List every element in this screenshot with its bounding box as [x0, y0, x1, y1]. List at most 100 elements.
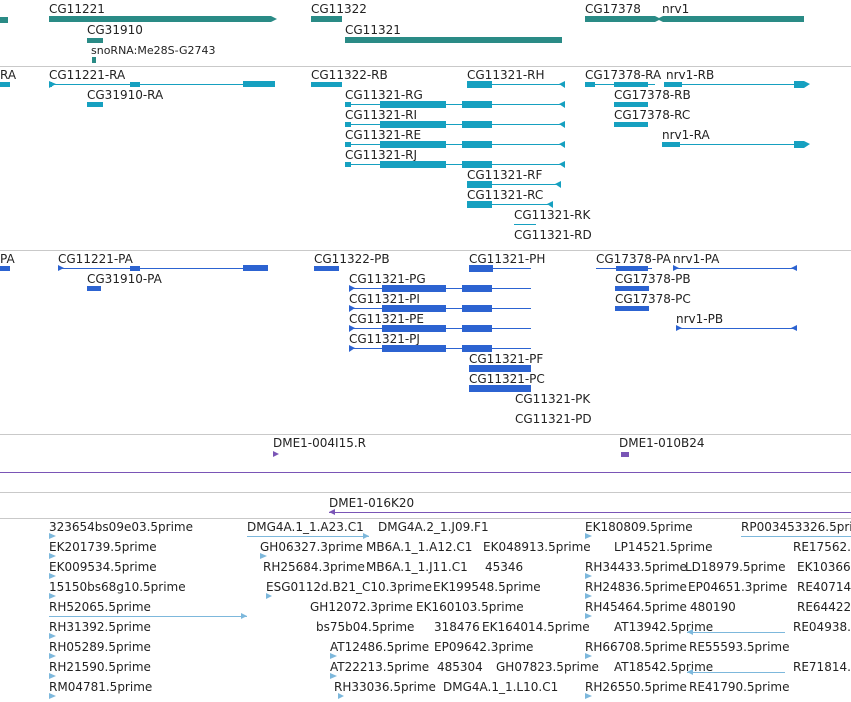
- gene-bar[interactable]: [663, 16, 804, 22]
- clone-label[interactable]: DME1-010B24: [619, 436, 705, 450]
- transcript-label[interactable]: CG11321-RC: [467, 188, 544, 202]
- exon[interactable]: [462, 345, 492, 352]
- est-label[interactable]: RH25684.3prime: [263, 560, 365, 574]
- clone-label[interactable]: DME1-004I15.R: [273, 436, 367, 450]
- est-label[interactable]: EK180809.5prime: [585, 520, 693, 534]
- exon[interactable]: [243, 265, 268, 271]
- gene-bar[interactable]: [49, 16, 271, 22]
- gene-bar[interactable]: [0, 17, 8, 23]
- exon[interactable]: [662, 142, 680, 147]
- exon[interactable]: [382, 285, 446, 292]
- est-label[interactable]: 318476: [434, 620, 480, 634]
- est-label[interactable]: EK199548.5prime: [433, 580, 541, 594]
- est-label[interactable]: EK160103.5prime: [416, 600, 524, 614]
- transcript-label[interactable]: CG17378-RB: [614, 88, 691, 102]
- est-label[interactable]: RH45464.5prime: [585, 600, 687, 614]
- est-label[interactable]: RH24836.5prime: [585, 580, 687, 594]
- est-label[interactable]: DMG4A.1_1.A23.C1: [247, 520, 364, 534]
- exon[interactable]: [130, 266, 140, 271]
- gene-label[interactable]: CG17378: [585, 2, 641, 16]
- exon[interactable]: [130, 82, 140, 87]
- exon[interactable]: [462, 305, 492, 312]
- gene-label[interactable]: nrv1: [662, 2, 690, 16]
- transcript-bar[interactable]: [0, 82, 10, 87]
- protein-label[interactable]: nrv1-PB: [676, 312, 724, 326]
- est-label[interactable]: EK164014.5prime: [482, 620, 590, 634]
- exon[interactable]: [664, 82, 682, 87]
- est-label[interactable]: RH66708.5prime: [585, 640, 687, 654]
- exon[interactable]: [469, 385, 531, 392]
- est-label[interactable]: RE41790.5prime: [689, 680, 790, 694]
- est-label[interactable]: 485304: [437, 660, 483, 674]
- exon[interactable]: [380, 121, 446, 128]
- protein-label[interactable]: CG11321-PG: [349, 272, 426, 286]
- protein-label[interactable]: CG11322-PB: [314, 252, 390, 266]
- exon[interactable]: [380, 141, 446, 148]
- gene-label[interactable]: snoRNA:Me28S-G2743: [91, 44, 216, 57]
- est-label[interactable]: RP003453326.5prime: [741, 520, 851, 534]
- est-label[interactable]: RH21590.5prime: [49, 660, 151, 674]
- est-label[interactable]: EP09642.3prime: [434, 640, 534, 654]
- gene-bar[interactable]: [311, 16, 342, 22]
- transcript-label[interactable]: CG11322-RB: [311, 68, 388, 82]
- transcript-label[interactable]: nrv1-RA: [662, 128, 710, 142]
- protein-label[interactable]: nrv1-PA: [673, 252, 720, 266]
- est-label[interactable]: EK048913.5prime: [483, 540, 591, 554]
- transcript-label[interactable]: CG31910-RA: [87, 88, 164, 102]
- est-label[interactable]: RE64422: [797, 600, 851, 614]
- exon[interactable]: [462, 285, 492, 292]
- est-label[interactable]: LD18979.5prime: [685, 560, 786, 574]
- est-label[interactable]: AT22213.5prime: [330, 660, 430, 674]
- protein-label[interactable]: CG11321-PJ: [349, 332, 420, 346]
- gene-label[interactable]: CG11221: [49, 2, 105, 16]
- exon[interactable]: [382, 325, 446, 332]
- est-label[interactable]: EP04651.3prime: [688, 580, 788, 594]
- transcript-label[interactable]: CG11321-RF: [467, 168, 543, 182]
- transcript-label[interactable]: CG11221-RA: [49, 68, 126, 82]
- gene-label[interactable]: CG11321: [345, 23, 401, 37]
- est-label[interactable]: 45346: [485, 560, 524, 574]
- exon[interactable]: [614, 82, 648, 87]
- exon[interactable]: [467, 81, 492, 88]
- gene-bar[interactable]: [87, 38, 103, 43]
- exon[interactable]: [462, 101, 492, 108]
- est-label[interactable]: EK009534.5prime: [49, 560, 157, 574]
- transcript-label[interactable]: RA: [0, 68, 17, 82]
- est-label[interactable]: 323654bs09e03.5prime: [49, 520, 194, 534]
- exon[interactable]: [467, 181, 492, 188]
- exon[interactable]: [615, 286, 649, 291]
- exon[interactable]: [469, 365, 531, 372]
- protein-label[interactable]: CG11321-PF: [469, 352, 544, 366]
- est-label[interactable]: RE40714: [797, 580, 851, 594]
- est-label[interactable]: GH06327.3prime: [260, 540, 363, 554]
- est-label[interactable]: RE17562.: [793, 540, 851, 554]
- protein-bar[interactable]: [0, 266, 10, 271]
- est-label[interactable]: ESG0112d.B21_C10.3prime: [266, 580, 433, 594]
- exon[interactable]: [794, 81, 804, 88]
- est-label[interactable]: 15150bs68g10.5prime: [49, 580, 186, 594]
- exon[interactable]: [462, 161, 492, 168]
- protein-label[interactable]: CG17378-PA: [596, 252, 671, 266]
- exon[interactable]: [345, 122, 351, 127]
- est-label[interactable]: RH26550.5prime: [585, 680, 687, 694]
- est-label[interactable]: EK10366: [797, 560, 851, 574]
- exon[interactable]: [614, 122, 648, 127]
- est-label[interactable]: RH05289.5prime: [49, 640, 151, 654]
- gene-label[interactable]: CG31910: [87, 23, 143, 37]
- est-label[interactable]: MB6A.1_1.J11.C1: [366, 560, 468, 574]
- protein-label[interactable]: CG17378-PB: [615, 272, 691, 286]
- transcript-label[interactable]: CG11321-RD: [514, 228, 592, 242]
- gene-bar[interactable]: [585, 16, 655, 22]
- est-label[interactable]: RE04938.: [793, 620, 851, 634]
- exon[interactable]: [87, 286, 101, 291]
- exon[interactable]: [87, 102, 103, 107]
- transcript-label[interactable]: CG11321-RG: [345, 88, 423, 102]
- protein-label[interactable]: CG11321-PC: [469, 372, 545, 386]
- exon[interactable]: [382, 345, 446, 352]
- est-label[interactable]: bs75b04.5prime: [316, 620, 415, 634]
- transcript-label[interactable]: CG11321-RE: [345, 128, 422, 142]
- exon[interactable]: [462, 121, 492, 128]
- exon[interactable]: [615, 306, 649, 311]
- exon[interactable]: [345, 162, 351, 167]
- exon[interactable]: [314, 266, 339, 271]
